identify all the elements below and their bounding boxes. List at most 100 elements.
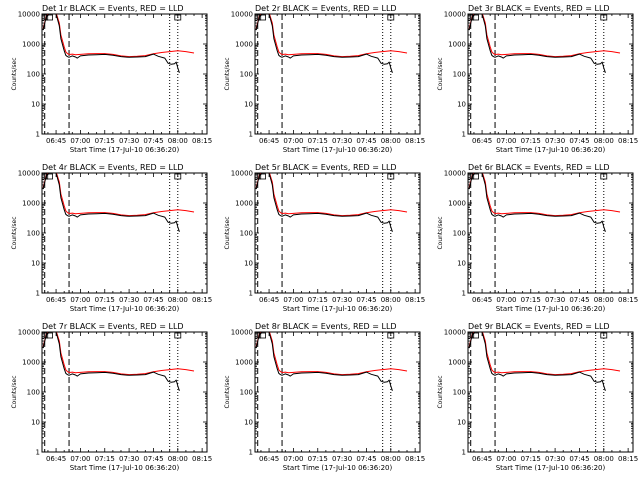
lld-series-line: [42, 332, 195, 376]
lld-series-line: [42, 14, 195, 58]
y-axis-label: Counts/sec: [437, 375, 444, 408]
x-tick-label: 08:00: [381, 296, 401, 304]
x-axis-label: Start Time (17-Jul-10 06:36:20): [70, 464, 180, 472]
x-tick-label: 06:45: [259, 137, 279, 145]
y-tick-label: 100: [27, 71, 40, 79]
top-box-marker: [42, 173, 49, 180]
top-box-marker: [387, 14, 395, 21]
y-ticks: [468, 13, 633, 135]
x-tick-label: 06:45: [259, 296, 279, 304]
y-tick-label: 10: [244, 260, 253, 268]
y-axis-label: Counts/sec: [11, 57, 18, 90]
x-tick-label: 07:15: [521, 455, 541, 463]
panel-title: Det 3r BLACK = Events, RED = LLD: [468, 4, 610, 13]
x-tick-label: 07:00: [496, 455, 516, 463]
x-axis-label: Start Time (17-Jul-10 06:36:20): [496, 305, 606, 313]
events-series-line: [42, 14, 180, 73]
top-box-marker: [174, 14, 182, 21]
events-series-line: [255, 173, 393, 232]
x-tick-label: 07:15: [308, 455, 328, 463]
x-ticks: [473, 173, 629, 293]
top-box-marker: [600, 14, 608, 21]
y-ticks: [468, 331, 633, 453]
x-ticks: [260, 332, 416, 452]
y-tick-label: 1: [462, 449, 466, 457]
lld-series-line: [468, 14, 621, 58]
y-tick-label: 10000: [18, 11, 40, 19]
y-tick-label: 10000: [231, 11, 253, 19]
x-tick-label: 08:15: [405, 455, 425, 463]
y-tick-label: 10000: [231, 329, 253, 337]
events-series-line: [468, 173, 606, 232]
top-box-marker: [46, 332, 53, 339]
y-tick-label: 10000: [18, 329, 40, 337]
y-tick-label: 100: [240, 389, 253, 397]
y-ticks: [255, 331, 420, 453]
y-tick-label: 10: [31, 101, 40, 109]
top-box-marker: [42, 14, 49, 21]
panel-title: Det 6r BLACK = Events, RED = LLD: [468, 163, 610, 172]
x-tick-label: 07:15: [308, 137, 328, 145]
lld-series-line: [468, 332, 621, 376]
top-box-marker: [387, 173, 395, 180]
y-ticks: [42, 172, 207, 294]
plot-frame: [254, 172, 421, 294]
x-tick-label: 08:15: [405, 137, 425, 145]
y-tick-label: 1000: [235, 200, 253, 208]
y-tick-label: 10000: [444, 329, 466, 337]
panel-7: Det 7r BLACK = Events, RED = LLD 1 10 100 10…: [11, 322, 212, 472]
x-tick-label: 08:00: [381, 455, 401, 463]
x-tick-label: 07:15: [521, 296, 541, 304]
y-tick-label: 10000: [231, 170, 253, 178]
plot-data: [255, 173, 408, 293]
panel-title: Det 1r BLACK = Events, RED = LLD: [42, 4, 184, 13]
top-box-marker: [468, 14, 475, 21]
y-tick-label: 100: [453, 230, 466, 238]
x-tick-label: 07:45: [143, 455, 163, 463]
y-axis-label: Counts/sec: [11, 216, 18, 249]
x-tick-label: 07:00: [283, 455, 303, 463]
panel-title: Det 8r BLACK = Events, RED = LLD: [255, 322, 397, 331]
events-series-line: [255, 332, 393, 391]
x-tick-label: 07:30: [332, 296, 352, 304]
panel-5: Det 5r BLACK = Events, RED = LLD 1 10 100 10…: [224, 163, 425, 313]
x-tick-label: 06:45: [472, 455, 492, 463]
x-tick-label: 06:45: [259, 455, 279, 463]
x-tick-label: 06:45: [46, 137, 66, 145]
panel-9: Det 9r BLACK = Events, RED = LLD 1 10 100 10…: [437, 322, 638, 472]
x-tick-label: 07:45: [356, 455, 376, 463]
x-ticks: [47, 173, 203, 293]
y-tick-label: 1000: [448, 359, 466, 367]
x-tick-label: 07:00: [496, 296, 516, 304]
top-box-marker: [255, 14, 262, 21]
y-axis-label: Counts/sec: [437, 216, 444, 249]
x-tick-label: 07:00: [283, 296, 303, 304]
plot-frame: [254, 13, 421, 135]
y-tick-label: 1000: [235, 359, 253, 367]
top-box-marker: [174, 173, 182, 180]
x-tick-label: 07:00: [283, 137, 303, 145]
x-tick-label: 07:30: [545, 137, 565, 145]
x-axis-label: Start Time (17-Jul-10 06:36:20): [283, 464, 393, 472]
x-ticks: [473, 14, 629, 134]
y-tick-label: 100: [27, 389, 40, 397]
x-axis-label: Start Time (17-Jul-10 06:36:20): [70, 146, 180, 154]
plot-frame: [467, 13, 634, 135]
x-tick-label: 08:00: [594, 296, 614, 304]
lld-series-line: [42, 173, 195, 217]
top-box-marker: [46, 173, 53, 180]
panel-3: Det 3r BLACK = Events, RED = LLD 1 10 100 10…: [437, 4, 638, 154]
lld-series-line: [468, 173, 621, 217]
y-tick-label: 10: [31, 419, 40, 427]
x-tick-label: 07:30: [119, 455, 139, 463]
x-tick-label: 08:00: [168, 455, 188, 463]
panel-title: Det 9r BLACK = Events, RED = LLD: [468, 322, 610, 331]
y-tick-label: 1: [249, 131, 253, 139]
y-tick-label: 10: [31, 260, 40, 268]
top-box-marker: [259, 14, 266, 21]
y-tick-label: 1: [462, 290, 466, 298]
x-axis-label: Start Time (17-Jul-10 06:36:20): [496, 464, 606, 472]
top-box-marker: [468, 332, 475, 339]
panel-1: Det 1r BLACK = Events, RED = LLD 1 10 100 10…: [11, 4, 212, 154]
y-axis-label: Counts/sec: [224, 216, 231, 249]
